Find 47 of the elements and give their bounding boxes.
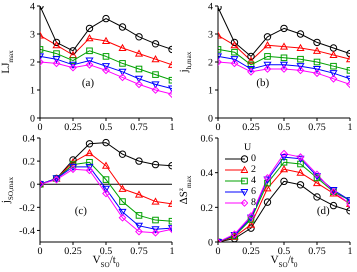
y-tick-label: 0: [208, 114, 213, 125]
x-tick-label: 0.25: [64, 246, 82, 258]
x-tick-label: 0: [38, 246, 42, 258]
x-tick-label: 0: [216, 246, 220, 258]
y-tick-label: 2: [208, 58, 213, 69]
x-tick-label: 1: [348, 122, 352, 134]
y-tick-label: 0: [30, 114, 35, 125]
x-tick-label: 0.25: [242, 246, 260, 258]
x-tick-label: 0.5: [100, 122, 112, 134]
y-tick-label: -0.2: [19, 202, 35, 214]
annotation: (d): [316, 204, 330, 217]
x-tick-label: 0.25: [242, 122, 260, 134]
legend-label: 6: [251, 186, 256, 197]
x-tick-label: 0: [38, 122, 42, 134]
y-tick-label: 4: [208, 2, 213, 13]
x-tick-label: 1: [170, 246, 174, 258]
legend-label: 8: [251, 197, 256, 208]
y-tick-label: 0.2: [200, 202, 213, 214]
x-tick-label: 1: [170, 122, 174, 134]
annotation: (c): [74, 204, 87, 217]
y-tick-label: 0: [30, 180, 35, 191]
legend-label: 4: [251, 175, 256, 186]
x-tick-label: 0.75: [308, 122, 326, 134]
legend-label: 0: [251, 153, 256, 164]
y-tick-label: -0.4: [19, 226, 35, 237]
y-tick-label: 0.2: [22, 156, 35, 168]
y-tick-label: 0.4: [200, 168, 213, 180]
x-tick-label: 0.75: [130, 122, 148, 134]
y-tick-label: 1: [30, 86, 35, 97]
x-tick-label: 0: [216, 122, 220, 134]
x-tick-label: 0.5: [278, 122, 290, 134]
y-tick-label: 4: [30, 2, 35, 13]
annotation: (a): [82, 76, 94, 89]
x-tick-label: 0.75: [130, 246, 148, 258]
x-tick-label: 0.75: [308, 246, 326, 258]
annotation: (b): [256, 76, 270, 89]
y-tick-label: 3: [208, 30, 213, 41]
y-tick-label: 3: [30, 30, 35, 41]
y-tick-label: 0: [208, 238, 213, 249]
x-tick-label: 0.25: [64, 122, 82, 134]
y-tick-label: 0.6: [200, 134, 213, 145]
x-tick-label: 1: [348, 246, 352, 258]
y-tick-label: 0.4: [22, 134, 35, 145]
legend-label: 2: [251, 164, 256, 175]
legend-title: U: [243, 142, 252, 153]
y-tick-label: 2: [30, 58, 35, 69]
y-tick-label: 1: [208, 86, 213, 97]
